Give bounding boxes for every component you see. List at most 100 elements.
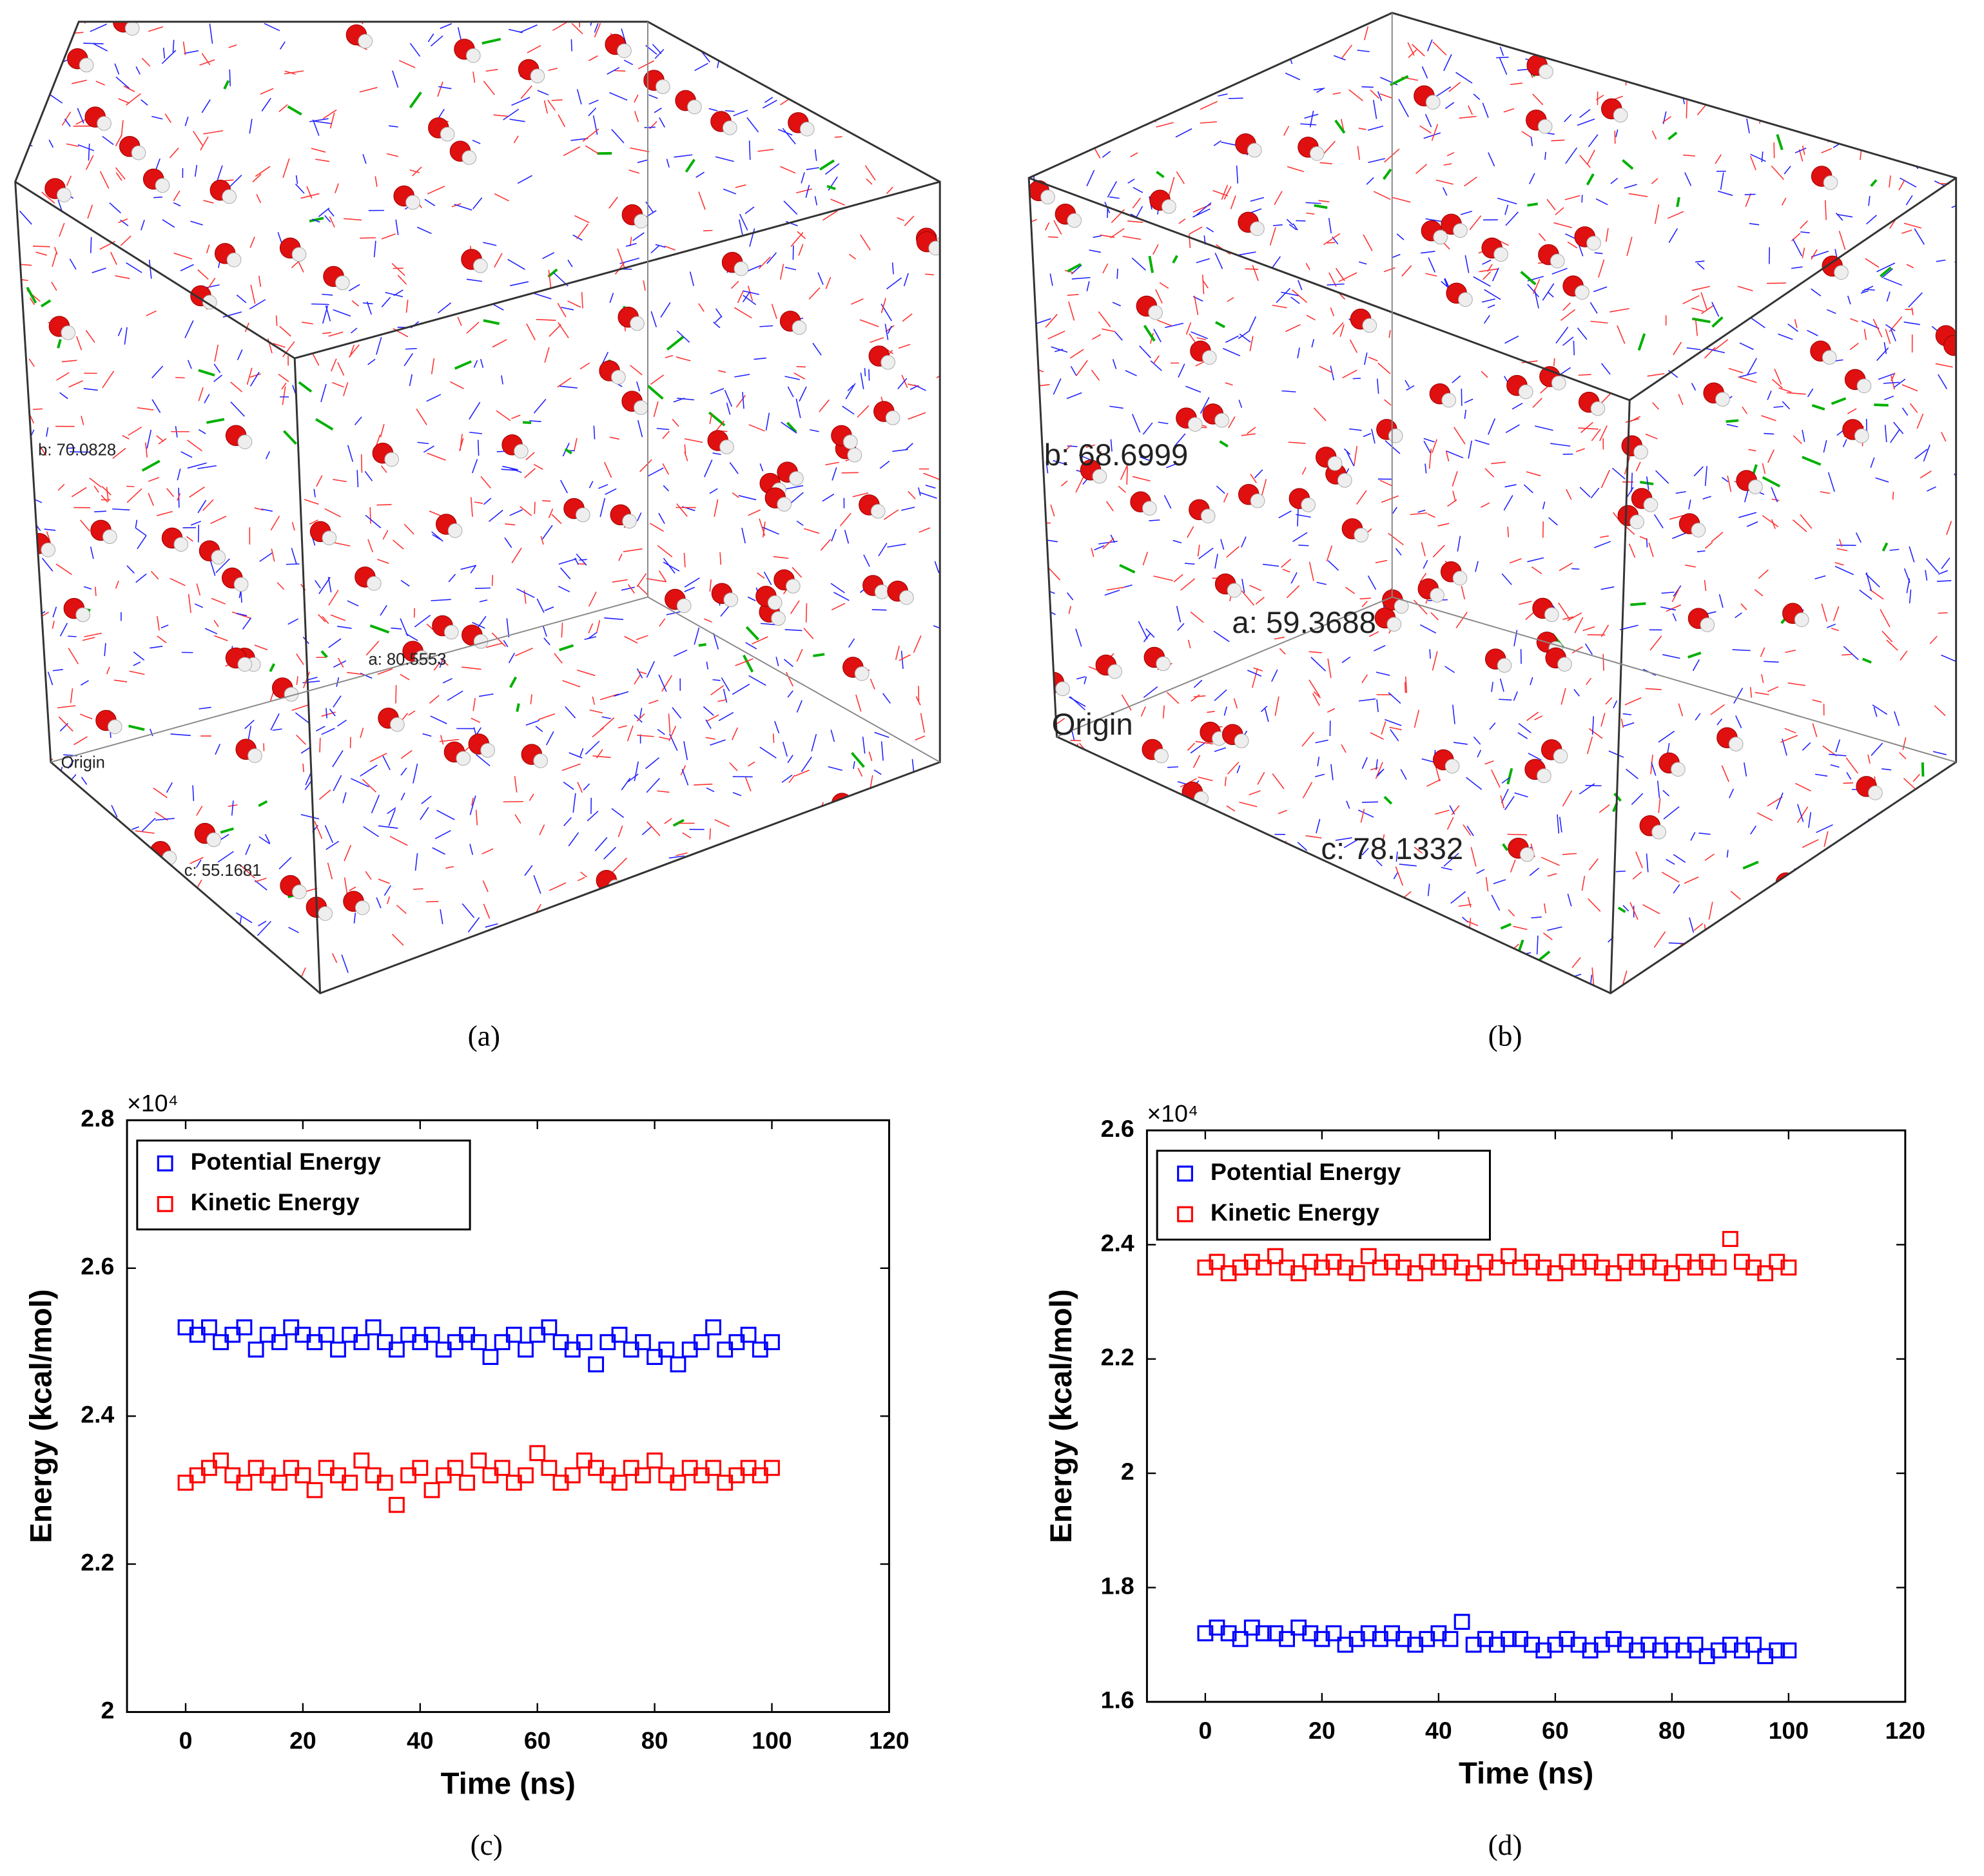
bond [1499, 46, 1504, 56]
bond [1384, 399, 1392, 406]
bond [1361, 847, 1369, 856]
bond [1149, 982, 1167, 983]
bond [55, 24, 64, 32]
bond [15, 133, 16, 143]
bond [1509, 558, 1522, 564]
bond [255, 166, 271, 177]
marker [1535, 1259, 1552, 1276]
bond [1711, 316, 1724, 328]
bond [1608, 750, 1624, 758]
bond [1452, 704, 1455, 724]
bond [1219, 35, 1234, 43]
bond [313, 121, 332, 124]
bond [735, 658, 754, 666]
bond [1102, 59, 1109, 73]
bond [470, 565, 477, 574]
bond [55, 563, 72, 575]
bond [44, 528, 56, 531]
bond [1746, 521, 1758, 527]
bond [897, 217, 904, 221]
bond [1550, 443, 1571, 447]
bond [1055, 851, 1060, 862]
bond [1630, 602, 1646, 606]
bond [416, 408, 427, 425]
bond [1865, 573, 1880, 588]
bond [925, 273, 934, 276]
bond [1504, 796, 1515, 811]
bond [911, 917, 929, 921]
bond [684, 577, 700, 588]
bond [1579, 783, 1595, 795]
bond [25, 959, 31, 977]
atom [1247, 142, 1262, 158]
bond [90, 23, 107, 32]
bond [430, 978, 445, 984]
bond [879, 21, 889, 25]
bond [249, 299, 266, 310]
bond [1739, 372, 1757, 378]
bond [847, 385, 854, 392]
bond [279, 325, 291, 337]
bond [133, 652, 145, 661]
bond [333, 479, 347, 483]
bond [1189, 333, 1196, 343]
bond [84, 924, 101, 931]
bond [1153, 355, 1160, 364]
bond [561, 307, 574, 311]
bond [475, 809, 478, 826]
bond [1396, 851, 1398, 862]
bond [35, 807, 42, 819]
bond [318, 208, 330, 217]
bond [57, 339, 62, 349]
marker [376, 1475, 393, 1491]
bond [1107, 88, 1114, 95]
bond [1935, 953, 1940, 971]
marker [1177, 1165, 1193, 1182]
bond [1426, 778, 1441, 787]
bond [391, 263, 405, 276]
bond [1889, 858, 1904, 869]
marker [1710, 1259, 1727, 1276]
bond [605, 915, 610, 931]
bond [471, 459, 478, 474]
atom [553, 976, 575, 994]
bond [1546, 198, 1556, 211]
bond [228, 44, 237, 48]
bond [514, 776, 518, 793]
bond [548, 269, 552, 289]
bond [716, 420, 725, 431]
bond [335, 183, 339, 193]
atom [843, 802, 859, 817]
bond [265, 451, 270, 459]
bond [83, 388, 98, 391]
bond [1932, 751, 1947, 755]
bond [57, 705, 76, 709]
bond [1158, 421, 1169, 425]
bond [913, 973, 927, 988]
bond [15, 595, 16, 612]
atom [465, 48, 481, 63]
bond [344, 877, 348, 896]
bond [1544, 151, 1546, 160]
bond [166, 488, 175, 498]
bond [514, 814, 521, 824]
bond [1229, 851, 1232, 865]
bond [1481, 371, 1488, 378]
bond [1906, 578, 1911, 594]
atom [1842, 973, 1857, 989]
marker [1220, 1265, 1237, 1282]
bond [1343, 448, 1351, 455]
bond [1149, 519, 1160, 521]
bond [1938, 799, 1947, 804]
bond [1567, 241, 1578, 249]
marker [1652, 1259, 1669, 1276]
bond [42, 818, 54, 825]
bond [424, 198, 436, 206]
bond [609, 293, 614, 304]
bond [1319, 162, 1332, 164]
bond [1853, 867, 1866, 873]
bond [1128, 22, 1142, 30]
bond [726, 53, 735, 61]
bond [1771, 519, 1776, 529]
bond [363, 826, 379, 837]
